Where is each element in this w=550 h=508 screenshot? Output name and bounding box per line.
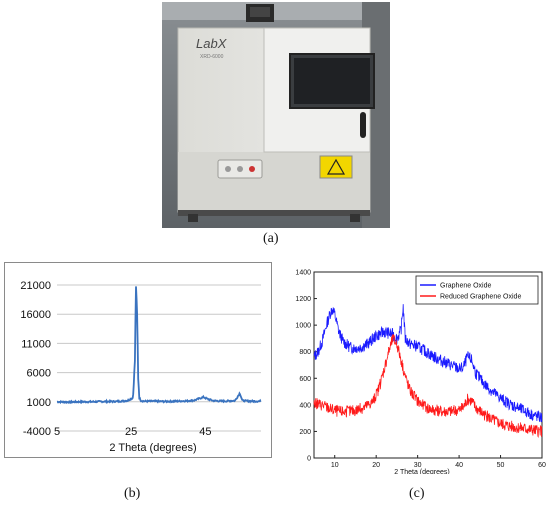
chart-c-legend-label: Graphene Oxide	[440, 283, 491, 290]
chart-c-x-tick-label: 20	[372, 462, 380, 469]
model-text: XRD-6000	[200, 54, 224, 60]
chart-c-x-tick-label: 40	[455, 462, 463, 469]
chart-b: -4000 1000 6000 11000 16000 21000 5 25 452 Theta…	[20, 280, 262, 454]
chart-c-series-line-2	[313, 334, 543, 439]
chart-b-x-tick-label: 25	[125, 426, 137, 438]
caption-c: (c)	[409, 486, 425, 501]
caption-b: (b)	[124, 486, 141, 501]
chart-c-x-axis-label: 2 Theta (degrees)	[394, 469, 450, 474]
chart-c-legend-label: Reduced Graphene Oxide	[440, 294, 521, 301]
chart-b-x-axis-label: 2 Theta (degrees)	[109, 442, 196, 454]
lab-x-logo-text: LabX	[196, 36, 228, 51]
caption-a: (a)	[263, 231, 279, 246]
chart-b-x-tick-label: 5	[54, 426, 60, 438]
chart-b-y-tick-label: -4000	[23, 426, 51, 438]
xrd-instrument-photo: LabX XRD-6000	[162, 2, 390, 228]
chart-c-x-tick-label: 30	[414, 462, 422, 469]
chart-b-frame: -4000 1000 6000 11000 16000 21000 5 25 45 2 Theta…	[4, 262, 272, 458]
chart-c-y-tick-label: 0	[307, 456, 311, 463]
chart-b-x-tick-label: 45	[199, 426, 211, 438]
chart-b-y-tick-label: 21000	[20, 280, 51, 292]
chart-b-series-line	[56, 286, 262, 405]
chart-c-y-tick-label: 200	[299, 429, 311, 436]
chart-b-y-tick-label: 16000	[20, 309, 51, 321]
chart-c: 0 200 400 600 800 1000 1200 1400 10 20 30 40 50 60 2 T…	[295, 270, 546, 475]
chart-b-y-tick-label: 6000	[27, 368, 51, 380]
chart-c-y-tick-label: 1200	[295, 296, 311, 303]
chart-b-y-tick-label: 11000	[21, 338, 51, 350]
chart-c-series-line-1	[313, 304, 543, 423]
chart-c-x-tick-label: 50	[497, 462, 505, 469]
chart-b-y-tick-label: 1000	[27, 397, 51, 409]
chart-c-y-tick-label: 1400	[295, 270, 311, 277]
chart-c-y-tick-label: 800	[299, 349, 311, 356]
chart-c-x-tick-label: 60	[538, 462, 546, 469]
chart-c-y-tick-label: 400	[299, 402, 311, 409]
chart-c-y-tick-label: 600	[299, 376, 311, 383]
chart-c-y-tick-label: 1000	[295, 323, 311, 330]
chart-c-x-tick-label: 10	[331, 462, 339, 469]
chart-c-legend	[415, 275, 539, 305]
